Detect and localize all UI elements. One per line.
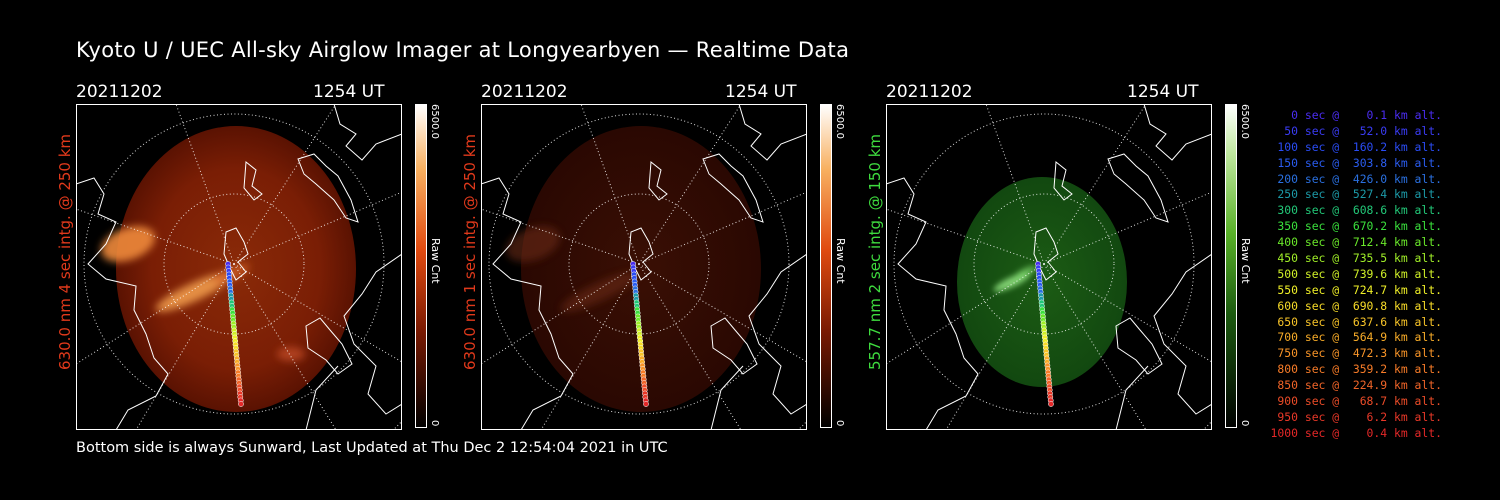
panel-2-ylabel: 630.0 nm 1 sec intg. @ 250 km — [461, 133, 479, 370]
legend-row: 800 sec @ 359.2 km alt. — [1277, 362, 1442, 377]
panel-3-image — [886, 104, 1212, 430]
panel-1-colorbar-max: 6500.0 — [429, 104, 440, 139]
grid-lines — [76, 104, 402, 430]
panel-3-colorbar — [1225, 104, 1237, 428]
legend-row: 100 sec @ 160.2 km alt. — [1277, 139, 1442, 154]
panel-2-time: 1254 UT — [725, 82, 797, 102]
page-title: Kyoto U / UEC All-sky Airglow Imager at … — [76, 38, 850, 62]
track-point — [1048, 401, 1054, 407]
panel-1-image — [76, 104, 402, 430]
panel-2-image — [481, 104, 807, 430]
panel-1-date: 20211202 — [76, 82, 163, 102]
legend-row: 900 sec @ 68.7 km alt. — [1277, 394, 1442, 409]
legend-row: 350 sec @ 670.2 km alt. — [1277, 219, 1442, 234]
panel-1-time: 1254 UT — [313, 82, 385, 102]
panel-2-colorbar-min: 0 — [834, 420, 845, 427]
panel-1-frame — [76, 104, 402, 430]
legend-row: 250 sec @ 527.4 km alt. — [1277, 187, 1442, 202]
legend-row: 750 sec @ 472.3 km alt. — [1277, 346, 1442, 361]
satellite-track — [1035, 261, 1054, 407]
legend-row: 50 sec @ 52.0 km alt. — [1284, 123, 1442, 138]
panel-1-ylabel: 630.0 nm 4 sec intg. @ 250 km — [56, 133, 74, 370]
panel-3-colorbar-max: 6500.0 — [1239, 104, 1250, 139]
track-point — [643, 401, 649, 407]
legend-row: 150 sec @ 303.8 km alt. — [1277, 155, 1442, 170]
coastline — [481, 104, 807, 430]
coastline — [886, 104, 1212, 430]
panel-1-colorbar-min: 0 — [429, 420, 440, 427]
satellite-track — [630, 261, 649, 407]
legend-row: 500 sec @ 739.6 km alt. — [1277, 266, 1442, 281]
track-legend: 0 sec @ 0.1 km alt. 50 sec @ 52.0 km alt.… — [1262, 108, 1442, 442]
legend-row: 550 sec @ 724.7 km alt. — [1277, 282, 1442, 297]
panel-3-colorbar-min: 0 — [1239, 420, 1250, 427]
legend-row: 450 sec @ 735.5 km alt. — [1277, 251, 1442, 266]
panel-1-colorbar — [415, 104, 427, 428]
aurora-arc — [993, 265, 1038, 292]
panel-3-frame — [886, 104, 1212, 430]
panel-2-date: 20211202 — [481, 82, 568, 102]
legend-row: 650 sec @ 637.6 km alt. — [1277, 314, 1442, 329]
legend-row: 300 sec @ 608.6 km alt. — [1277, 203, 1442, 218]
legend-row: 400 sec @ 712.4 km alt. — [1277, 235, 1442, 250]
grid-lines — [481, 104, 807, 430]
panel-2-frame — [481, 104, 807, 430]
panel-3-date: 20211202 — [886, 82, 973, 102]
sky-disc — [521, 126, 761, 412]
grid-lines — [886, 104, 1212, 430]
legend-row: 600 sec @ 690.8 km alt. — [1277, 298, 1442, 313]
legend-row: 850 sec @ 224.9 km alt. — [1277, 378, 1442, 393]
track-point — [238, 401, 244, 407]
panel-3-time: 1254 UT — [1127, 82, 1199, 102]
satellite-track — [225, 261, 244, 407]
coastline — [76, 104, 402, 430]
panel-3-ylabel: 557.7 nm 2 sec intg. @ 150 km — [866, 133, 884, 370]
panel-1-colorbar-label: Raw Cnt — [429, 238, 442, 284]
legend-row: 0 sec @ 0.1 km alt. — [1291, 108, 1442, 122]
panel-2-colorbar — [820, 104, 832, 428]
panel-3-colorbar-label: Raw Cnt — [1239, 238, 1252, 284]
legend-row: 950 sec @ 6.2 km alt. — [1277, 409, 1442, 424]
legend-row: 200 sec @ 426.0 km alt. — [1277, 171, 1442, 186]
legend-row: 1000 sec @ 0.4 km alt. — [1270, 425, 1442, 440]
legend-row: 700 sec @ 564.9 km alt. — [1277, 330, 1442, 345]
panel-2-colorbar-label: Raw Cnt — [834, 238, 847, 284]
panel-2-colorbar-max: 6500.0 — [834, 104, 845, 139]
footer-status: Bottom side is always Sunward, Last Upda… — [76, 440, 668, 456]
